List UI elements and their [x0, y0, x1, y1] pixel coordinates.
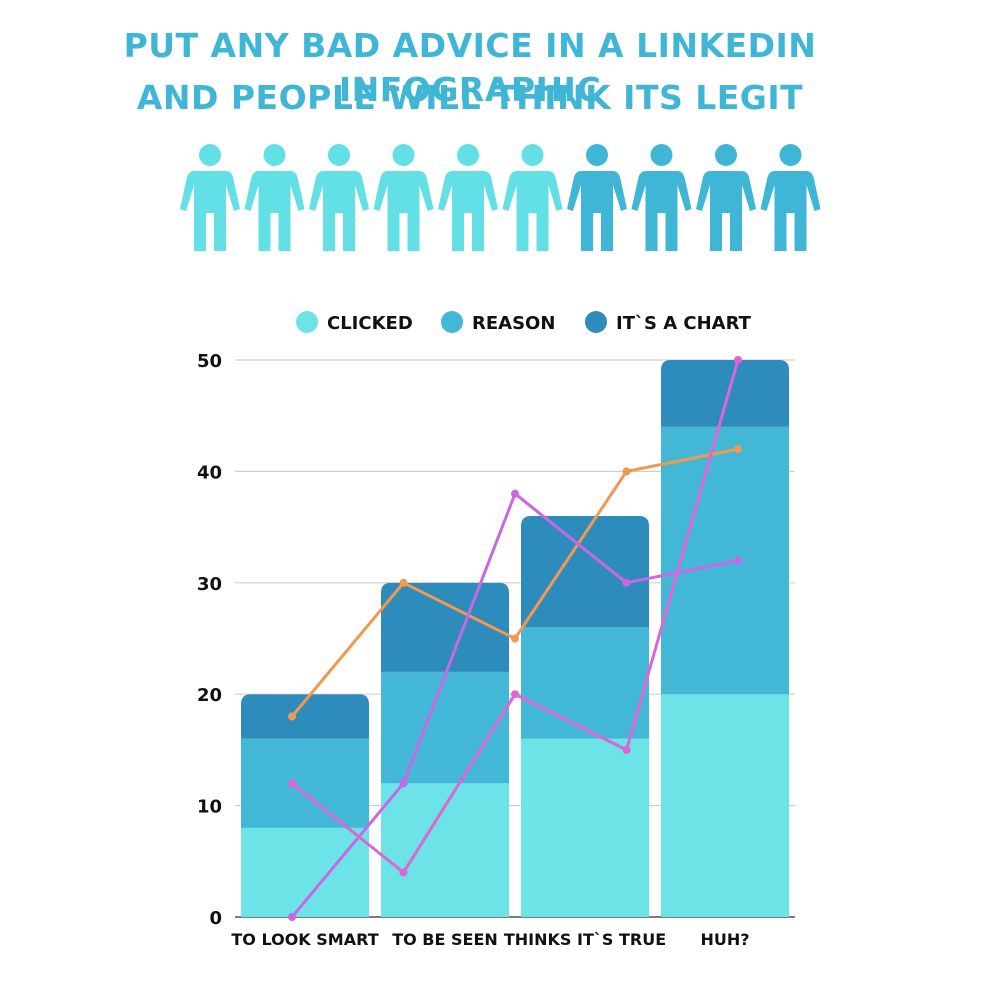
- x-tick-label: TO LOOK SMART: [231, 930, 378, 949]
- person-icon: [309, 144, 369, 251]
- line-point: [511, 634, 519, 643]
- line-point: [511, 690, 519, 699]
- y-tick-label: 10: [197, 797, 222, 818]
- person-icon: [567, 144, 627, 251]
- line-point: [288, 779, 296, 788]
- line-point: [288, 712, 296, 721]
- x-tick-label: THINKS IT`S TRUE: [504, 930, 666, 949]
- legend-label: CLICKED: [327, 313, 413, 334]
- bar-segment: [661, 694, 789, 917]
- title-line-2: AND PEOPLE WILL THINK ITS LEGIT: [136, 78, 804, 117]
- person-icon: [373, 144, 434, 251]
- bar-segment: [661, 426, 789, 695]
- bar-stack: [521, 515, 649, 917]
- legend-swatch: [296, 311, 318, 333]
- legend-swatch: [585, 311, 607, 333]
- line-point: [399, 868, 408, 877]
- bar-stack: [381, 582, 509, 917]
- bar-segment: [381, 671, 509, 784]
- legend-label: REASON: [472, 313, 555, 334]
- y-tick-label: 0: [209, 908, 222, 929]
- y-tick-label: 30: [197, 574, 222, 595]
- legend-swatch: [441, 311, 463, 333]
- line-point: [288, 913, 296, 921]
- bar-stack: [241, 694, 369, 917]
- person-icon: [631, 144, 692, 251]
- bar-segment: [381, 582, 509, 672]
- legend-item-3: IT`S A CHART: [585, 311, 752, 334]
- line-point: [734, 556, 742, 565]
- trend-line: [288, 445, 742, 721]
- line-point: [622, 467, 631, 476]
- y-tick-label: 40: [197, 462, 222, 483]
- person-icon: [244, 144, 305, 251]
- line-point: [399, 578, 408, 587]
- people-icon-row: [180, 144, 821, 251]
- person-icon: [438, 144, 498, 251]
- y-tick-label: 50: [197, 351, 222, 372]
- line-point: [734, 356, 742, 364]
- legend-item-2: REASON: [441, 311, 555, 334]
- legend-item-1: CLICKED: [296, 311, 413, 334]
- legend-label: IT`S A CHART: [616, 313, 752, 334]
- x-tick-label: TO BE SEEN: [392, 930, 498, 949]
- person-icon: [180, 144, 240, 251]
- line-point: [511, 489, 519, 498]
- bar-segment: [661, 360, 789, 427]
- line-point: [399, 779, 408, 788]
- y-tick-label: 20: [197, 685, 222, 706]
- line-point: [622, 578, 631, 587]
- bar-segment: [521, 627, 649, 739]
- trend-line: [288, 356, 742, 877]
- stacked-bar-chart: CLICKED REASON IT`S A CHART 0 10 20 30 40 50 TO L…: [197, 311, 795, 949]
- line-point: [734, 445, 742, 454]
- person-icon: [760, 144, 821, 251]
- title-line-1: PUT ANY BAD ADVICE IN A LINKEDIN INFOGRA…: [123, 26, 817, 109]
- bar-segment: [241, 738, 369, 828]
- person-icon: [696, 144, 756, 251]
- bar-segment: [521, 738, 649, 917]
- line-point: [622, 745, 631, 754]
- bar-stack: [661, 360, 789, 917]
- trend-line: [288, 489, 742, 921]
- person-icon: [502, 144, 563, 251]
- x-tick-label: HUH?: [700, 930, 749, 949]
